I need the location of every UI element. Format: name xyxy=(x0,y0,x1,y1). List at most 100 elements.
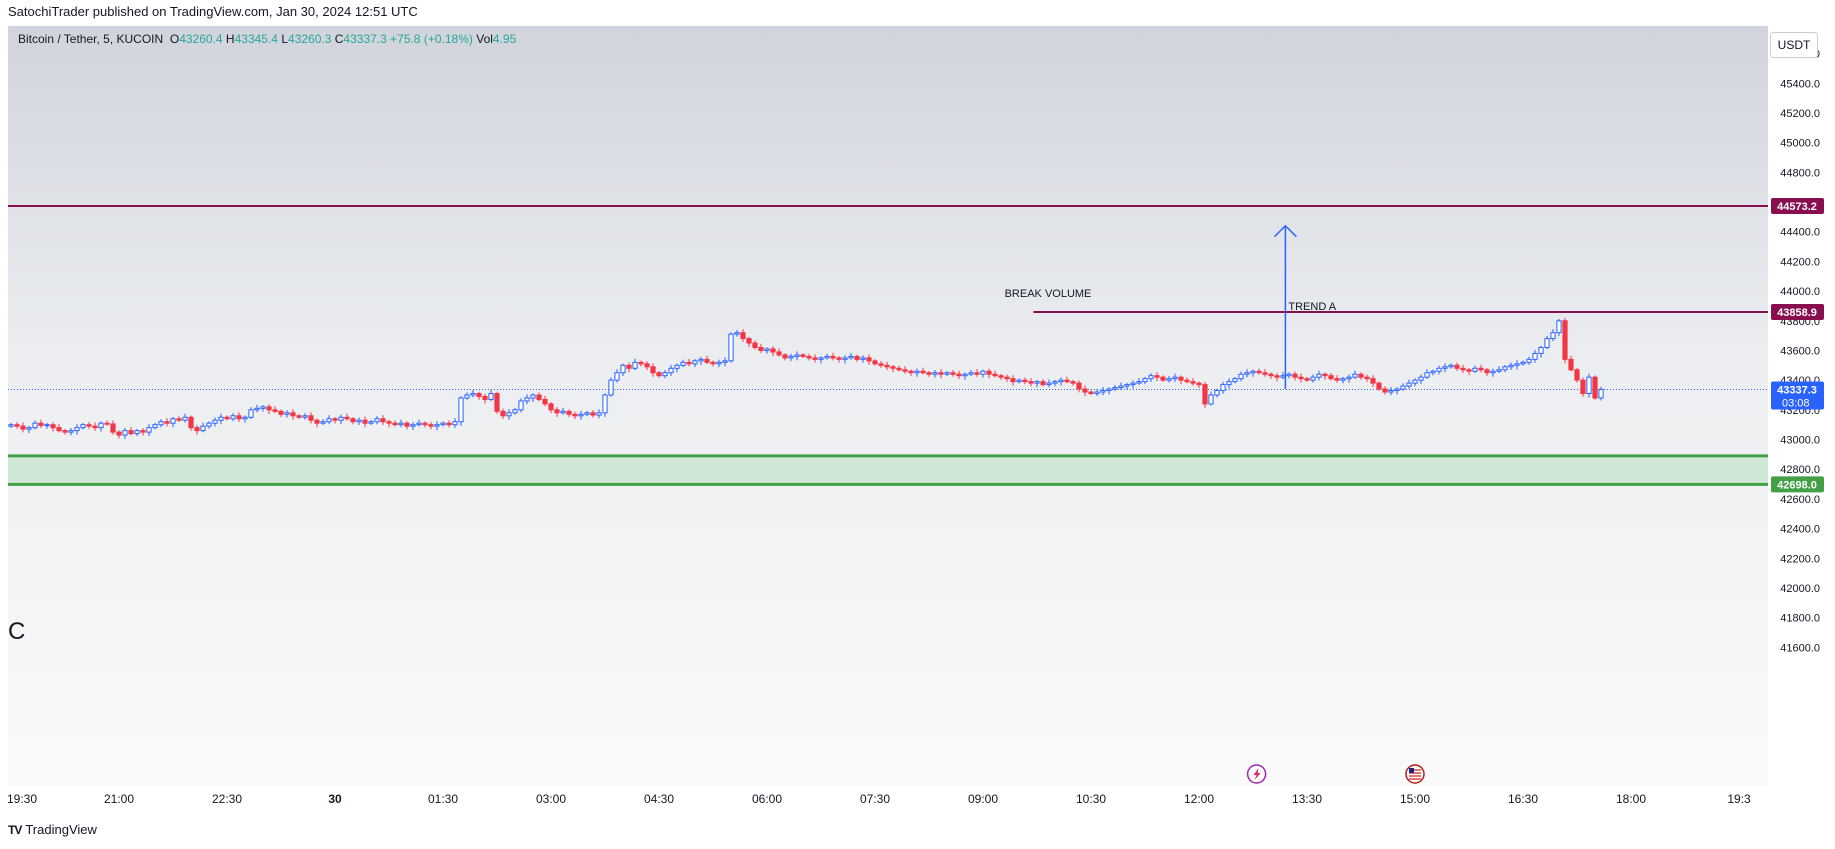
candle[interactable] xyxy=(20,422,26,433)
candle[interactable] xyxy=(974,369,980,377)
candle[interactable] xyxy=(1142,376,1148,385)
candle[interactable] xyxy=(710,360,716,367)
candle[interactable] xyxy=(1400,383,1406,391)
candle[interactable] xyxy=(152,422,158,430)
candle[interactable] xyxy=(872,359,878,366)
candle[interactable] xyxy=(1106,387,1112,395)
candle[interactable] xyxy=(782,353,788,361)
candle[interactable] xyxy=(1052,379,1058,387)
candle[interactable] xyxy=(626,362,632,373)
candle[interactable] xyxy=(1442,363,1448,373)
candle[interactable] xyxy=(806,353,812,361)
candle[interactable] xyxy=(1364,374,1370,382)
candle[interactable] xyxy=(494,391,500,414)
candle[interactable] xyxy=(860,355,866,363)
candle[interactable] xyxy=(638,360,644,367)
candle[interactable] xyxy=(614,369,620,383)
candle[interactable] xyxy=(458,396,464,426)
candle[interactable] xyxy=(674,363,680,373)
candle[interactable] xyxy=(1340,376,1346,384)
candle[interactable] xyxy=(1022,377,1028,385)
candle[interactable] xyxy=(356,417,362,425)
candle[interactable] xyxy=(1028,378,1034,387)
candle[interactable] xyxy=(566,409,572,417)
candle[interactable] xyxy=(80,422,86,430)
candle[interactable] xyxy=(374,416,380,425)
candle[interactable] xyxy=(920,367,926,375)
candle[interactable] xyxy=(1382,386,1388,395)
candle[interactable] xyxy=(608,377,614,397)
support-price-tag[interactable]: 42698.0 xyxy=(1771,476,1824,493)
candle[interactable] xyxy=(476,391,482,400)
candle[interactable] xyxy=(380,415,386,425)
candle[interactable] xyxy=(1214,388,1220,398)
candle[interactable] xyxy=(716,359,722,368)
candle[interactable] xyxy=(1466,367,1472,376)
candle[interactable] xyxy=(596,409,602,419)
candle[interactable] xyxy=(482,393,488,404)
candle[interactable] xyxy=(500,408,506,420)
candle[interactable] xyxy=(1304,376,1310,382)
candle[interactable] xyxy=(1166,375,1172,383)
candle[interactable] xyxy=(602,393,608,417)
candle[interactable] xyxy=(296,413,302,420)
candle[interactable] xyxy=(1274,373,1280,382)
target-arrow-head-icon[interactable] xyxy=(1273,224,1297,238)
candle[interactable] xyxy=(1220,381,1226,394)
candle[interactable] xyxy=(1346,374,1352,383)
candle[interactable] xyxy=(812,354,818,363)
candle[interactable] xyxy=(1040,378,1046,387)
candle[interactable] xyxy=(290,409,296,420)
candle[interactable] xyxy=(968,370,974,376)
candle[interactable] xyxy=(1208,391,1214,406)
lightning-event-icon[interactable] xyxy=(1246,764,1267,784)
candle[interactable] xyxy=(44,422,50,429)
candle[interactable] xyxy=(122,427,128,440)
candle[interactable] xyxy=(938,369,944,379)
candle[interactable] xyxy=(1298,373,1304,383)
candle[interactable] xyxy=(392,420,398,427)
candle[interactable] xyxy=(1544,335,1550,350)
candle[interactable] xyxy=(242,415,248,423)
candle[interactable] xyxy=(764,347,770,354)
candle[interactable] xyxy=(368,419,374,425)
candle[interactable] xyxy=(1502,365,1508,373)
candle[interactable] xyxy=(734,329,740,337)
candle[interactable] xyxy=(1148,373,1154,382)
candle[interactable] xyxy=(1286,372,1292,379)
candle[interactable] xyxy=(1484,367,1490,376)
candle[interactable] xyxy=(1352,370,1358,379)
candle[interactable] xyxy=(26,425,32,434)
trend-price-tag[interactable]: 43858.9 xyxy=(1771,304,1824,321)
candle[interactable] xyxy=(1034,379,1040,388)
time-axis-area[interactable] xyxy=(8,786,1824,814)
candle[interactable] xyxy=(1424,369,1430,379)
candle[interactable] xyxy=(38,419,44,428)
candle[interactable] xyxy=(1448,363,1454,369)
candle[interactable] xyxy=(1586,373,1592,398)
candle[interactable] xyxy=(1526,356,1532,365)
candle[interactable] xyxy=(194,424,200,435)
candle[interactable] xyxy=(1250,369,1256,377)
currency-button[interactable]: USDT xyxy=(1770,32,1818,58)
candle[interactable] xyxy=(1436,365,1442,375)
candle[interactable] xyxy=(1262,369,1268,377)
candle[interactable] xyxy=(962,372,968,380)
candle[interactable] xyxy=(686,358,692,367)
candle[interactable] xyxy=(1322,372,1328,380)
candle[interactable] xyxy=(50,422,56,432)
candle[interactable] xyxy=(998,373,1004,380)
candle[interactable] xyxy=(200,422,206,433)
candle[interactable] xyxy=(506,409,512,420)
candle[interactable] xyxy=(434,421,440,431)
candle[interactable] xyxy=(1136,378,1142,385)
candle[interactable] xyxy=(554,407,560,417)
candle[interactable] xyxy=(866,354,872,365)
candle[interactable] xyxy=(842,355,848,364)
candle[interactable] xyxy=(1394,387,1400,395)
candle[interactable] xyxy=(620,363,626,376)
candle[interactable] xyxy=(1310,374,1316,383)
candle[interactable] xyxy=(68,427,74,436)
candle[interactable] xyxy=(578,410,584,420)
candle[interactable] xyxy=(308,412,314,424)
